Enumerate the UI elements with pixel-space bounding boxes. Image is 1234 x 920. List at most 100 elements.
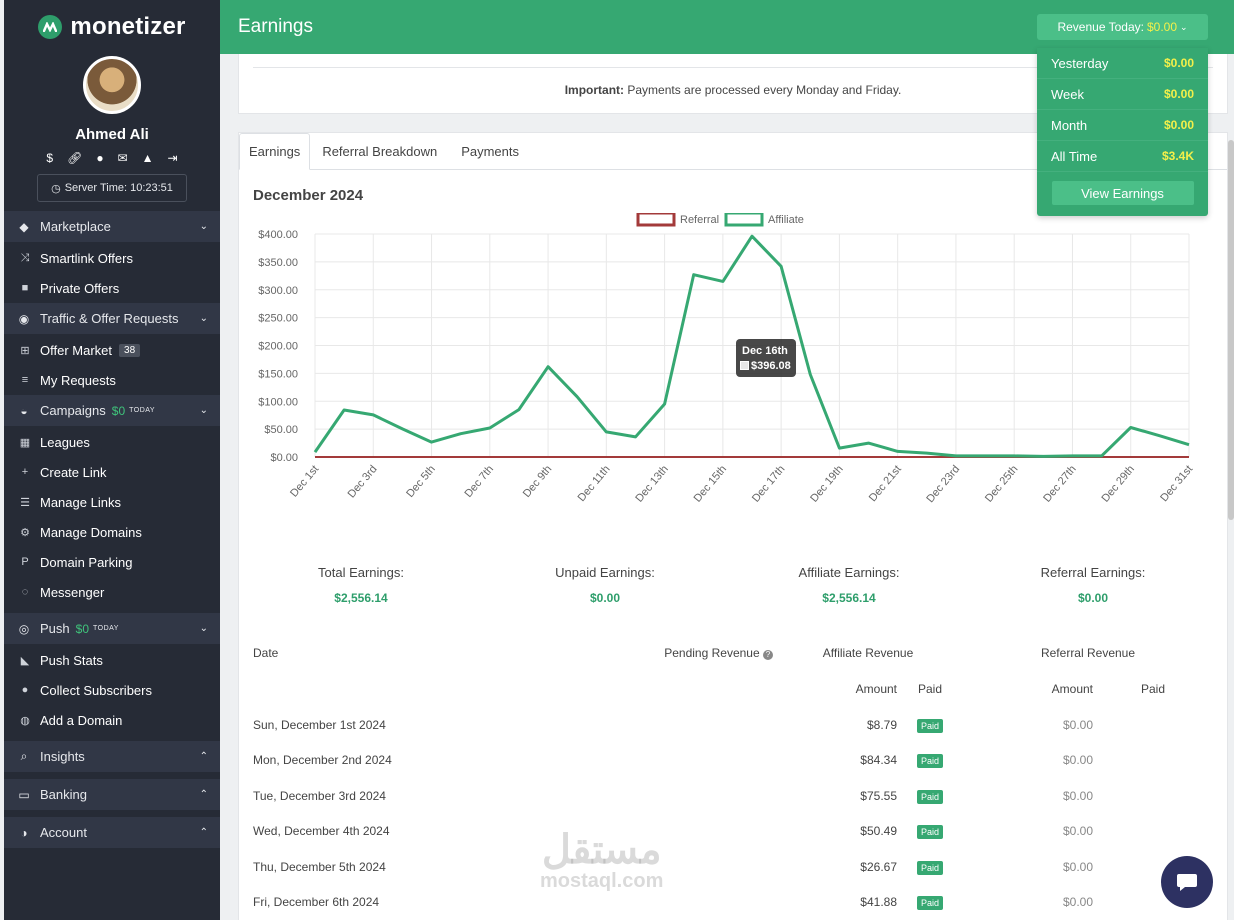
summary-label: Affiliate Earnings: (798, 565, 900, 580)
revenue-today-button[interactable]: Revenue Today: $0.00 ⌄ (1037, 14, 1208, 40)
tag-icon: ◆ (19, 219, 29, 234)
server-time-text: Server Time: 10:23:51 (64, 182, 173, 194)
dollar-icon[interactable]: $ (46, 151, 54, 165)
chevron-down-icon: ⌄ (199, 405, 208, 416)
cart-icon: ⊞ (20, 344, 30, 357)
nav-push-stats-label: Push Stats (40, 652, 103, 668)
x-tick-label: Dec 29th (1100, 463, 1137, 504)
nav-manage-domains[interactable]: ⚙︎ Manage Domains (4, 517, 220, 547)
nav-marketplace[interactable]: ◆ Marketplace ⌄ (4, 211, 220, 243)
brand-logo[interactable]: monetizer (4, 0, 220, 54)
logout-icon[interactable]: ⇥ (167, 151, 178, 165)
chevron-up-icon: ⌃ (199, 827, 208, 838)
row-amount: $26.67 (860, 859, 897, 874)
bell-icon[interactable]: ▲ (141, 151, 154, 165)
x-tick-label: Dec 1st (288, 463, 321, 499)
notice-strong: Important: (564, 83, 625, 97)
mail-icon[interactable]: ✉ (117, 151, 128, 165)
tab-payments[interactable]: Payments (461, 143, 520, 159)
revenue-dropdown: Yesterday $0.00 Week $0.00 Month $0.00 A… (1037, 48, 1208, 216)
y-tick-label: $150.00 (258, 368, 298, 380)
push-today-amount: $0 (75, 621, 89, 636)
table-row: Fri, December 6th 2024 $41.88 Paid $0.00 (253, 885, 1213, 920)
x-tick-label: Dec 21st (867, 463, 904, 504)
nav-traffic-requests[interactable]: ◉ Traffic & Offer Requests ⌄ (4, 303, 220, 335)
revenue-row-label: All Time (1051, 148, 1098, 164)
help-icon[interactable]: ? (763, 650, 773, 660)
nav-offer-market-label: Offer Market (40, 342, 113, 358)
revenue-row-all-time: All Time $3.4K (1037, 141, 1208, 172)
col-pending: Pending Revenue ? (653, 635, 773, 671)
chat-launcher-button[interactable] (1161, 856, 1213, 908)
nav-create-link[interactable]: + Create Link (4, 457, 220, 487)
user-quick-links: $ 🔗︎ ● ✉ ▲ ⇥ (4, 151, 220, 165)
campaigns-today-label: TODAY (129, 407, 156, 414)
col-affiliate: Affiliate Revenue (822, 646, 914, 660)
nav-offer-market[interactable]: ⊞ Offer Market 38 (4, 335, 220, 365)
nav-push-stats[interactable]: ◣ Push Stats (4, 645, 220, 675)
plus-icon: + (21, 466, 29, 478)
avatar[interactable] (83, 56, 141, 114)
chevron-up-icon: ⌃ (199, 751, 208, 762)
nav-push-label: Push (40, 621, 70, 636)
row-referral-amount: $0.00 (1062, 824, 1093, 839)
credit-card-icon: ▭ (18, 787, 30, 802)
nav-push[interactable]: ◎ Push $0 TODAY ⌄ (4, 613, 220, 645)
x-tick-label: Dec 17th (750, 463, 787, 504)
row-amount: $84.34 (860, 753, 897, 768)
nav-messenger[interactable]: ◌ Messenger (4, 577, 220, 607)
list-icon: ≡ (21, 374, 29, 386)
user-icon[interactable]: ● (96, 151, 104, 165)
nav-banking[interactable]: ▭ Banking ⌃ (4, 779, 220, 811)
earnings-chart[interactable]: $0.00 $50.00 $100.00 $150.00 $200.00 $250.00 $… (239, 213, 1229, 533)
nav-my-requests-label: My Requests (40, 372, 116, 388)
earnings-table: Date Pending Revenue ? Affiliate Revenue… (253, 635, 1213, 920)
account-icon: ◑ (20, 825, 28, 840)
nav-account[interactable]: ◑ Account ⌃ (4, 817, 220, 849)
col-pending-label: Pending Revenue (664, 646, 760, 660)
tab-earnings[interactable]: Earnings (239, 133, 311, 170)
summary-total: Total Earnings: $2,556.14 (239, 565, 483, 605)
row-amount: $41.88 (860, 895, 897, 910)
tab-referral-breakdown[interactable]: Referral Breakdown (322, 143, 438, 159)
nav-collect-subscribers[interactable]: ● Collect Subscribers (4, 675, 220, 705)
nav-add-domain[interactable]: ◍ Add a Domain (4, 705, 220, 735)
offer-market-count: 38 (119, 343, 141, 357)
nav-manage-links[interactable]: ☰ Manage Links (4, 487, 220, 517)
view-earnings-button[interactable]: View Earnings (1051, 181, 1194, 205)
revenue-row-yesterday: Yesterday $0.00 (1037, 48, 1208, 79)
y-tick-label: $300.00 (258, 285, 298, 297)
table-row: Tue, December 3rd 2024 $75.55 Paid $0.00 (253, 778, 1213, 814)
nav-leagues-label: Leagues (40, 434, 90, 450)
x-tick-label: Dec 3rd (346, 463, 380, 500)
nav-leagues[interactable]: ▦ Leagues (4, 427, 220, 457)
revenue-row-value: $0.00 (1163, 56, 1194, 70)
nav-marketplace-label: Marketplace (40, 219, 111, 234)
push-today-label: TODAY (93, 625, 119, 632)
nav-manage-domains-label: Manage Domains (40, 524, 142, 540)
parking-icon: P (21, 556, 29, 568)
nav-private-offers[interactable]: ■ Private Offers (4, 273, 220, 303)
link-icon[interactable]: 🔗︎ (67, 151, 83, 165)
col-referral-amount: Amount (1051, 682, 1093, 696)
search-icon: ⌕ (20, 749, 28, 763)
nav-campaigns[interactable]: ◒ Campaigns $0 TODAY ⌄ (4, 395, 220, 427)
page-title: Earnings (238, 16, 313, 37)
chat-bubble-icon: ◌ (21, 586, 29, 598)
y-tick-label: $350.00 (258, 257, 298, 269)
paid-badge: Paid (916, 718, 943, 733)
nav-smartlink-offers[interactable]: ⤨ Smartlink Offers (4, 243, 220, 273)
chevron-down-icon: ⌄ (1180, 21, 1188, 32)
revenue-row-label: Yesterday (1051, 55, 1109, 71)
chevron-down-icon: ⌄ (199, 221, 208, 232)
revenue-row-label: Month (1051, 117, 1088, 133)
chevron-up-icon: ⌃ (199, 789, 208, 800)
nav-insights[interactable]: ⌕ Insights ⌃ (4, 741, 220, 773)
nav-domain-parking[interactable]: P Domain Parking (4, 547, 220, 577)
revenue-row-value: $0.00 (1163, 87, 1194, 101)
tooltip-value: $396.08 (751, 360, 791, 372)
scrollbar[interactable] (1228, 140, 1234, 520)
nav-my-requests[interactable]: ≡ My Requests (4, 365, 220, 395)
col-date: Date (253, 646, 279, 660)
row-amount: $8.79 (866, 717, 897, 732)
